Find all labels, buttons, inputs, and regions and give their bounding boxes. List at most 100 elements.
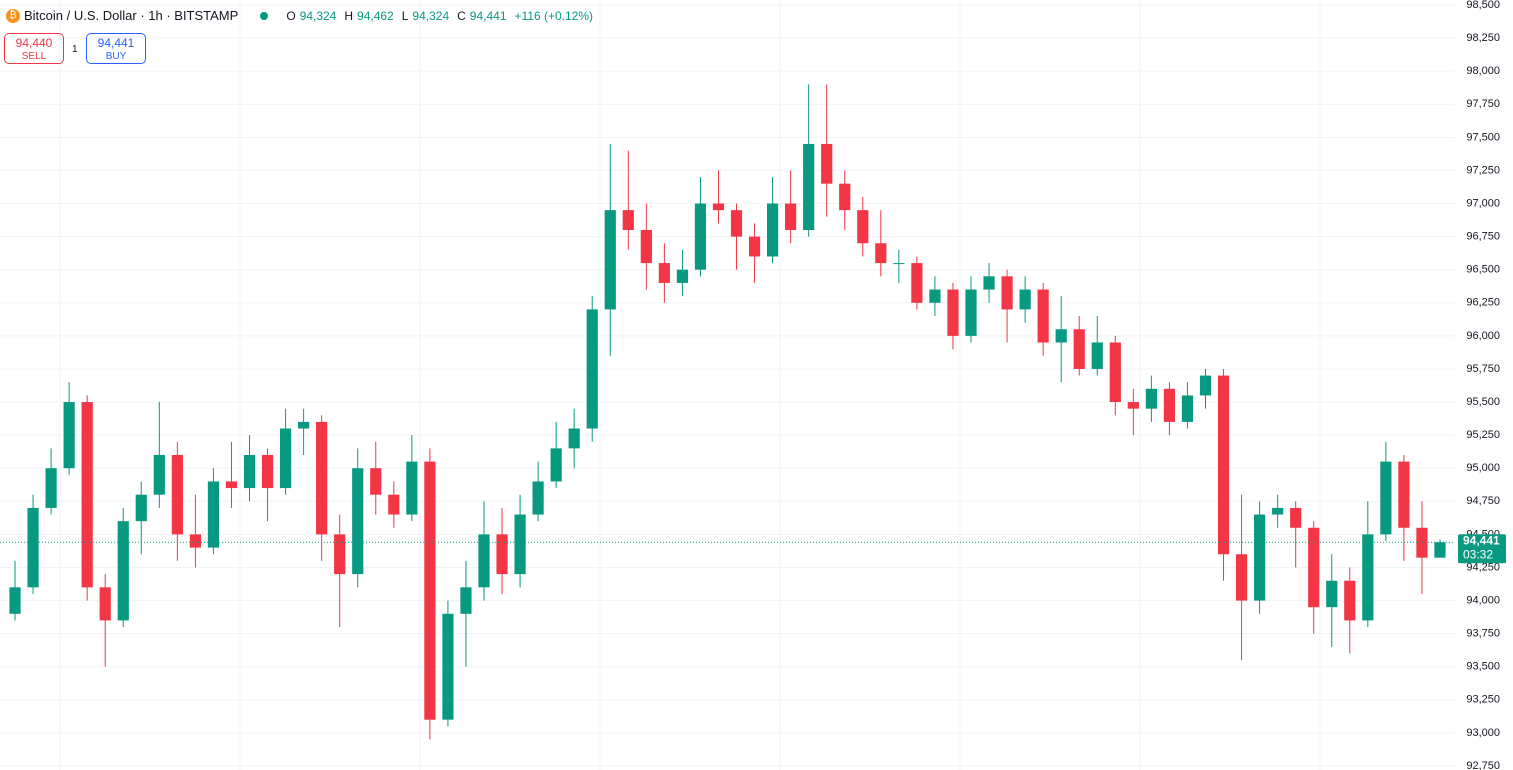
sell-price: 94,440 [15,36,53,50]
candle-body [406,461,418,515]
change: +116 (+0.12%) [514,8,594,23]
sell-label: SELL [21,51,47,62]
c-value: 94,441 [469,8,507,23]
candle-body [550,448,562,482]
candle-body [45,468,57,508]
candle-body [532,481,544,515]
candle-body [478,534,490,588]
candle-body [117,521,129,621]
candle-body [189,534,201,548]
candle-body [135,494,147,522]
candle-body [983,276,995,290]
y-tick-label: 95,500 [1466,396,1500,408]
candle-body [334,534,346,575]
candle-body [785,203,797,230]
y-tick-label: 98,500 [1466,0,1500,11]
candle-body [1109,342,1121,403]
candle-body [1181,395,1194,422]
candle-body [1308,527,1320,608]
y-tick-label: 95,000 [1466,462,1500,474]
candle-body [1127,402,1139,409]
candle-body [586,309,598,429]
buy-button[interactable]: 94,441 BUY [86,33,146,64]
candle-body [243,454,256,489]
candle-body [1290,507,1302,528]
candle-body [875,243,887,264]
candle-body [63,402,75,469]
candle-body [839,183,851,211]
y-tick-label: 93,000 [1466,727,1500,739]
candle-body [1001,276,1013,310]
candle-body [767,203,779,257]
candle-body [9,587,21,614]
candle-body [153,454,165,495]
coin-icon: ₿ [6,8,20,23]
y-tick-label: 96,500 [1466,264,1500,276]
candle-body [748,236,761,257]
candle-body [1091,342,1103,369]
price-tag-price: 94,441 [1463,533,1500,547]
candle-body [1434,542,1446,558]
o-value: 94,324 [299,8,337,23]
candle-body [1326,580,1338,608]
candle-body [27,507,39,588]
candle-body [694,203,707,270]
candle-body [1272,507,1284,515]
candle-body [803,143,815,230]
y-tick-label: 98,000 [1466,65,1500,77]
candle-body [1199,375,1212,396]
candle-body [388,494,400,515]
y-tick-label: 93,500 [1466,661,1500,673]
y-tick-label: 97,500 [1466,131,1500,143]
candle-body [893,263,905,265]
price-tag [1458,534,1506,564]
y-tick-label: 93,250 [1466,694,1500,706]
sell-button[interactable]: 94,440 SELL [4,33,64,64]
quantity: 1 [72,44,78,55]
candle-body [676,269,688,283]
y-tick-label: 94,000 [1466,594,1500,606]
candle-body [99,587,111,621]
candle-body [658,263,670,283]
candle-body [1055,329,1067,343]
y-tick-label: 94,250 [1466,561,1500,573]
candle-body [514,514,526,575]
symbol[interactable]: Bitcoin / U.S. Dollar · 1h · BITSTAMP [24,8,239,23]
candle-body [712,203,725,211]
candle-body [496,534,508,575]
h-value: 94,462 [357,8,394,23]
y-tick-label: 96,750 [1466,231,1500,243]
candle-body [1362,534,1374,621]
candle-body [298,421,310,429]
o-key: O [286,8,296,23]
y-tick-label: 98,250 [1466,32,1500,44]
candle-body [1235,554,1248,601]
candle-body [207,481,220,548]
c-key: C [457,8,466,23]
y-tick-label: 97,250 [1466,164,1500,176]
candle-body [568,428,580,449]
candle-body [261,454,274,489]
candle-body [1416,527,1428,558]
l-value: 94,324 [412,8,450,23]
buy-label: BUY [105,51,127,62]
candle-body [1073,329,1085,369]
candle-body [640,229,652,264]
y-tick-label: 97,000 [1466,197,1500,209]
h-key: H [344,8,354,23]
candle-body [1217,375,1230,555]
y-tick-label: 96,250 [1466,297,1500,309]
candle-body [821,143,833,184]
candle-body [1163,388,1176,422]
candle-body [460,587,472,614]
candle-body [1037,289,1049,343]
candle-body [424,461,436,720]
candle-body [622,210,634,230]
candle-body [225,481,238,489]
y-tick-label: 93,750 [1466,628,1500,640]
candle-body [370,468,382,495]
price-tag-countdown: 03:32 [1463,547,1493,561]
y-tick-label: 96,000 [1466,330,1500,342]
candle-body [1398,461,1410,528]
